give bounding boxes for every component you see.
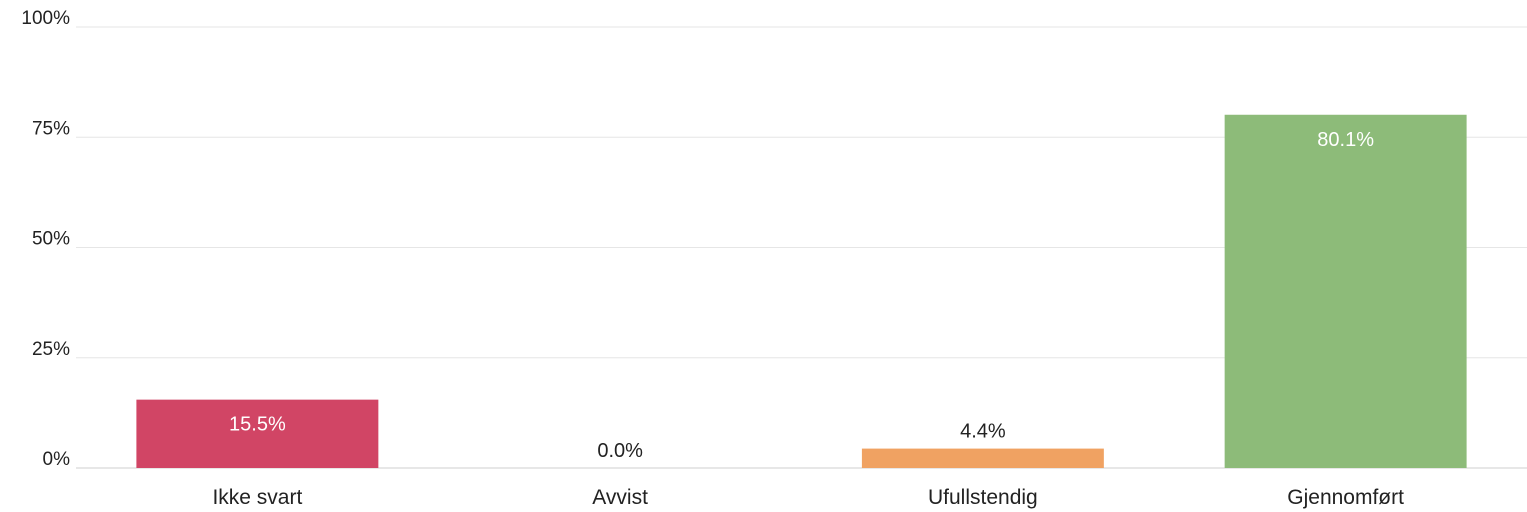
data-label: 80.1% bbox=[1317, 129, 1374, 151]
y-tick-label: 0% bbox=[43, 449, 71, 470]
x-category-label: Avvist bbox=[592, 486, 648, 509]
x-category-label: Ikke svart bbox=[212, 486, 302, 509]
bar bbox=[1224, 114, 1467, 468]
data-label: 4.4% bbox=[960, 421, 1006, 443]
bar bbox=[861, 448, 1104, 468]
y-tick-label: 75% bbox=[32, 118, 70, 139]
x-category-label: Ufullstendig bbox=[928, 486, 1038, 509]
bars bbox=[136, 114, 1467, 468]
y-tick-label: 100% bbox=[21, 8, 70, 29]
data-label: 0.0% bbox=[597, 440, 643, 462]
x-axis-category-labels: Ikke svart Avvist Ufullstendig Gjennomført bbox=[212, 486, 1404, 509]
x-category-label: Gjennomført bbox=[1287, 486, 1404, 509]
y-tick-label: 50% bbox=[32, 229, 70, 250]
bar bbox=[136, 399, 379, 468]
y-tick-label: 25% bbox=[32, 339, 70, 360]
data-label: 15.5% bbox=[229, 414, 286, 436]
y-axis-tick-labels: 0% 25% 50% 75% 100% bbox=[21, 8, 70, 470]
data-labels: 15.5% 0.0% 4.4% 80.1% bbox=[229, 129, 1374, 462]
